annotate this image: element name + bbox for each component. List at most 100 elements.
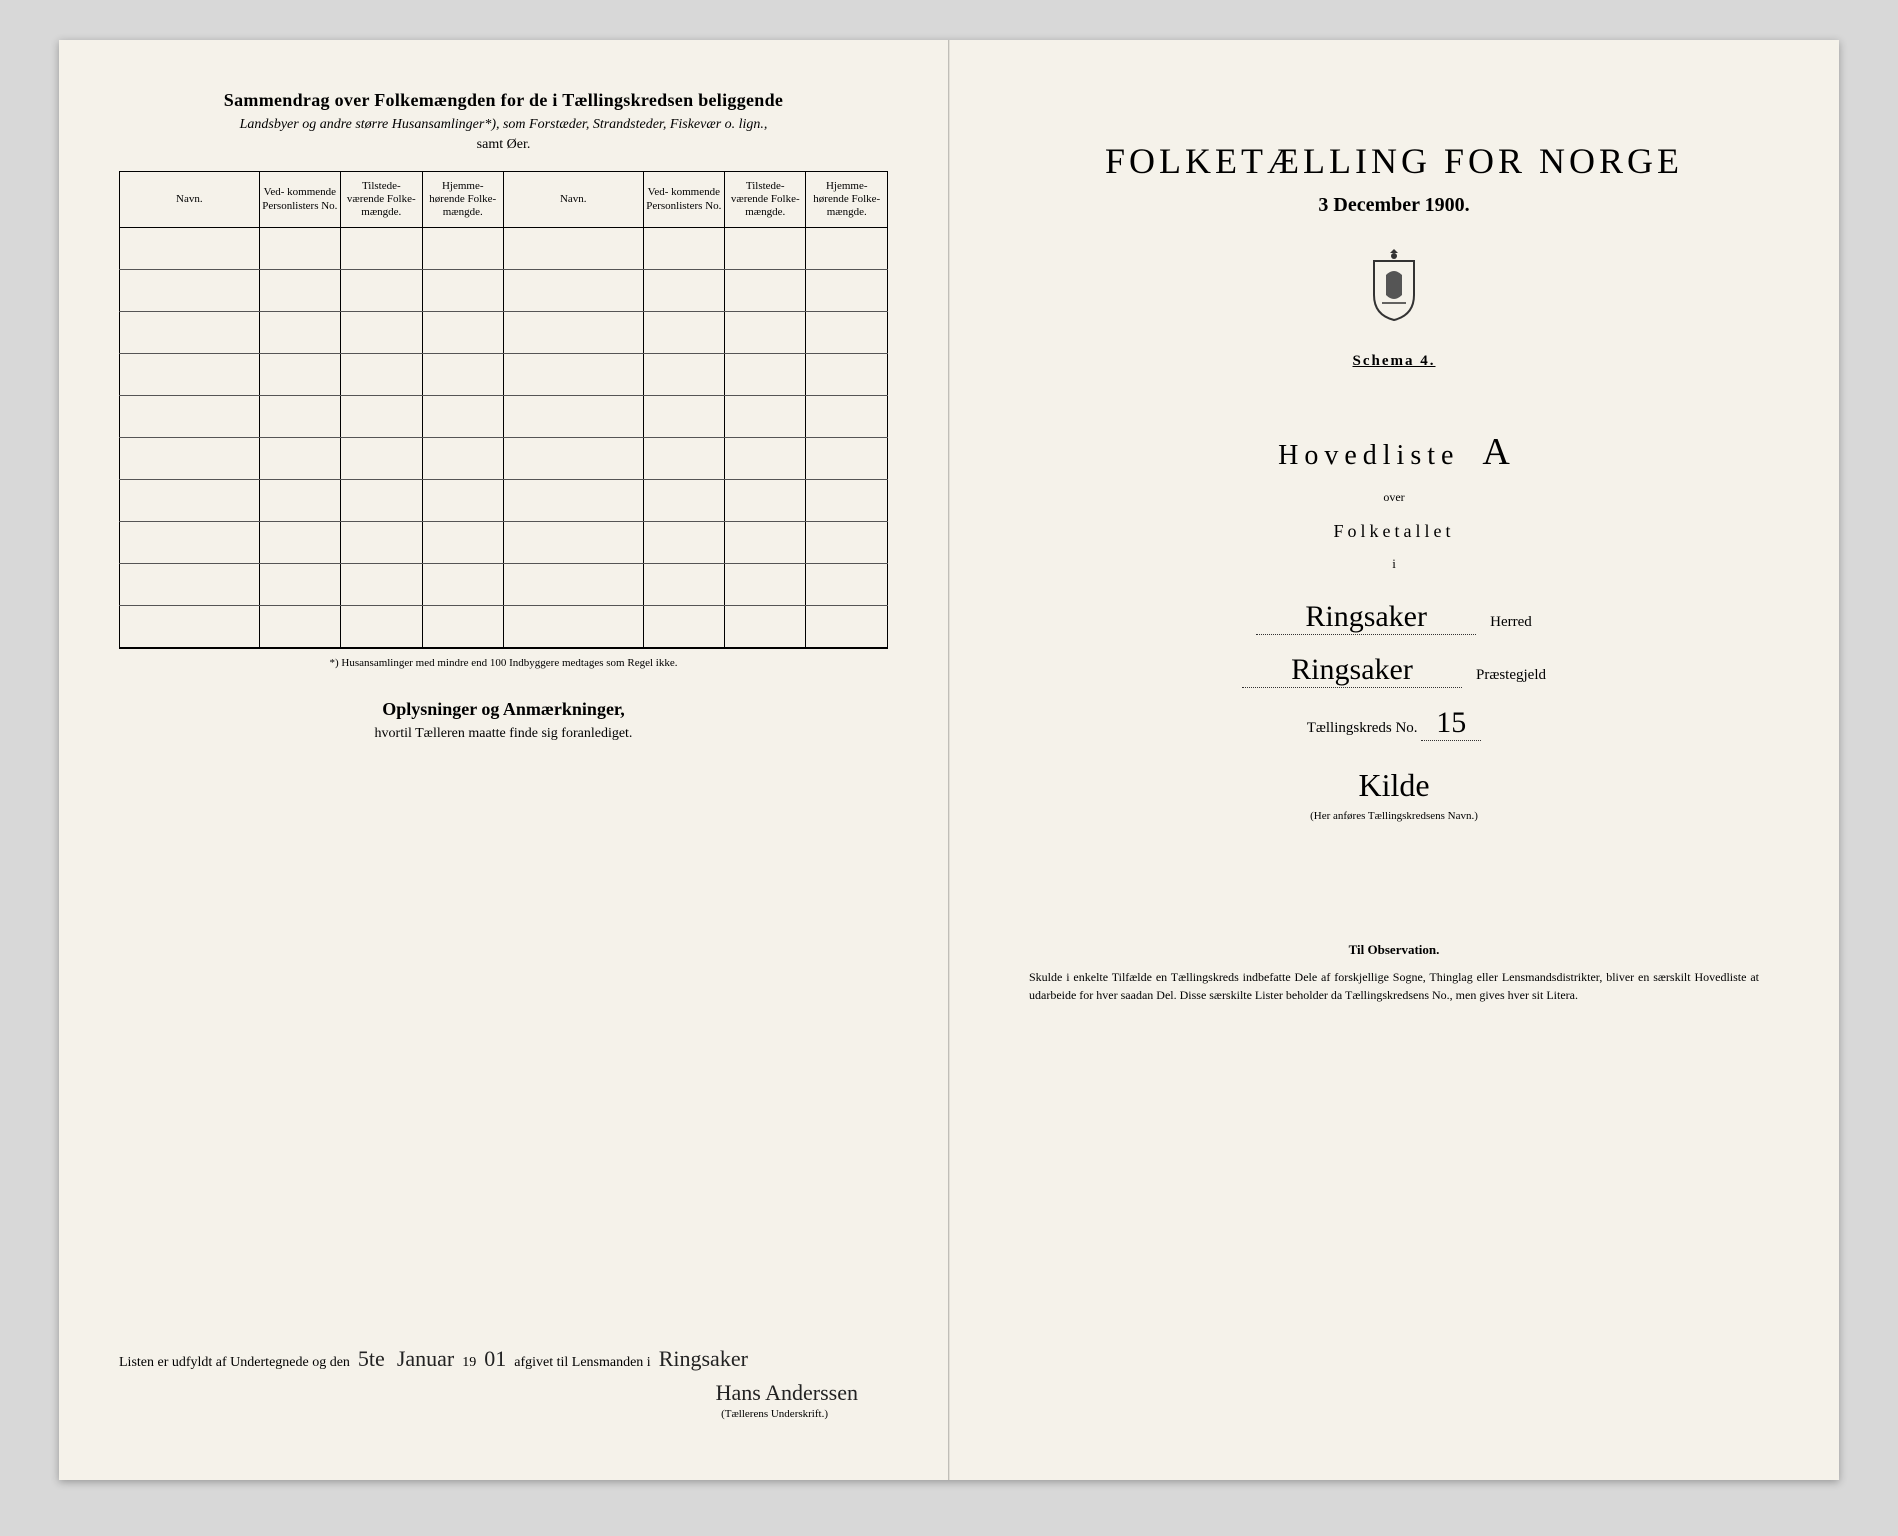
main-title: FOLKETÆLLING FOR NORGE bbox=[1009, 140, 1779, 182]
observation-title: Til Observation. bbox=[1009, 942, 1779, 958]
table-cell bbox=[806, 396, 888, 438]
table-cell bbox=[806, 354, 888, 396]
table-cell bbox=[503, 396, 643, 438]
table-cell bbox=[259, 438, 340, 480]
table-cell bbox=[341, 270, 422, 312]
table-cell bbox=[503, 354, 643, 396]
table-cell bbox=[422, 228, 503, 270]
folketallet-label: Folketallet bbox=[1009, 521, 1779, 542]
table-cell bbox=[422, 354, 503, 396]
table-cell bbox=[120, 522, 260, 564]
i-label: i bbox=[1009, 556, 1779, 572]
table-cell bbox=[341, 564, 422, 606]
col-hjemme-1: Hjemme- hørende Folke- mængde. bbox=[422, 172, 503, 228]
main-date: 3 December 1900. bbox=[1009, 194, 1779, 217]
table-cell bbox=[259, 312, 340, 354]
table-cell bbox=[120, 396, 260, 438]
table-cell bbox=[503, 438, 643, 480]
table-cell bbox=[643, 312, 724, 354]
table-cell bbox=[341, 396, 422, 438]
hovedliste-letter: A bbox=[1482, 431, 1509, 473]
table-cell bbox=[725, 270, 806, 312]
table-cell bbox=[806, 228, 888, 270]
table-cell bbox=[120, 270, 260, 312]
table-cell bbox=[259, 396, 340, 438]
kreds-caption: (Her anføres Tællingskredsens Navn.) bbox=[1009, 810, 1779, 822]
table-cell bbox=[725, 396, 806, 438]
table-cell bbox=[422, 480, 503, 522]
table-row bbox=[120, 354, 888, 396]
summary-subtitle2: samt Øer. bbox=[119, 137, 888, 153]
sig-place: Ringsaker bbox=[655, 1346, 752, 1372]
col-personlisters-1: Ved- kommende Personlisters No. bbox=[259, 172, 340, 228]
table-cell bbox=[503, 270, 643, 312]
signer-caption: (Tællerens Underskrift.) bbox=[119, 1408, 888, 1420]
table-cell bbox=[259, 522, 340, 564]
table-cell bbox=[422, 438, 503, 480]
table-cell bbox=[120, 228, 260, 270]
table-cell bbox=[643, 354, 724, 396]
table-cell bbox=[259, 606, 340, 648]
table-cell bbox=[643, 270, 724, 312]
kreds-row: Tællingskreds No. 15 bbox=[1009, 708, 1779, 741]
table-cell bbox=[503, 564, 643, 606]
table-cell bbox=[120, 606, 260, 648]
table-body bbox=[120, 228, 888, 648]
sig-afgivet: afgivet til Lensmanden i bbox=[514, 1355, 650, 1371]
table-cell bbox=[259, 228, 340, 270]
table-cell bbox=[503, 228, 643, 270]
kreds-no: 15 bbox=[1421, 708, 1481, 741]
col-navn-1: Navn. bbox=[120, 172, 260, 228]
table-cell bbox=[120, 438, 260, 480]
table-cell bbox=[341, 312, 422, 354]
table-cell bbox=[422, 312, 503, 354]
table-row bbox=[120, 228, 888, 270]
table-footnote: *) Husansamlinger med mindre end 100 Ind… bbox=[119, 657, 888, 669]
table-cell bbox=[422, 270, 503, 312]
table-cell bbox=[643, 606, 724, 648]
table-cell bbox=[503, 522, 643, 564]
table-cell bbox=[806, 522, 888, 564]
table-cell bbox=[259, 480, 340, 522]
table-cell bbox=[259, 564, 340, 606]
oplysninger-title: Oplysninger og Anmærkninger, bbox=[119, 699, 888, 720]
table-cell bbox=[643, 228, 724, 270]
observation-text: Skulde i enkelte Tilfælde en Tællingskre… bbox=[1009, 968, 1779, 1004]
table-cell bbox=[643, 396, 724, 438]
table-cell bbox=[643, 522, 724, 564]
table-cell bbox=[643, 564, 724, 606]
table-cell bbox=[259, 270, 340, 312]
table-row bbox=[120, 312, 888, 354]
table-cell bbox=[725, 606, 806, 648]
table-row bbox=[120, 438, 888, 480]
table-cell bbox=[806, 270, 888, 312]
table-cell bbox=[120, 564, 260, 606]
table-cell bbox=[422, 396, 503, 438]
sig-year-prefix: 19 bbox=[462, 1355, 476, 1371]
table-cell bbox=[725, 522, 806, 564]
table-cell bbox=[503, 312, 643, 354]
table-cell bbox=[503, 606, 643, 648]
table-cell bbox=[341, 522, 422, 564]
table-cell bbox=[806, 564, 888, 606]
table-cell bbox=[422, 606, 503, 648]
table-cell bbox=[725, 228, 806, 270]
left-page: Sammendrag over Folkemængden for de i Tæ… bbox=[59, 40, 949, 1480]
schema-label: Schema 4. bbox=[1353, 353, 1436, 370]
table-cell bbox=[806, 312, 888, 354]
table-row bbox=[120, 480, 888, 522]
table-cell bbox=[643, 480, 724, 522]
table-cell bbox=[806, 480, 888, 522]
table-row bbox=[120, 606, 888, 648]
herred-row: Ringsaker Herred bbox=[1009, 602, 1779, 635]
oplysninger-subtitle: hvortil Tælleren maatte finde sig foranl… bbox=[119, 726, 888, 742]
col-tilstede-1: Tilstede- værende Folke- mængde. bbox=[341, 172, 422, 228]
table-cell bbox=[120, 354, 260, 396]
summary-title: Sammendrag over Folkemængden for de i Tæ… bbox=[119, 90, 888, 111]
table-cell bbox=[341, 354, 422, 396]
praestegjeld-label: Præstegjeld bbox=[1476, 667, 1546, 684]
sig-prefix: Listen er udfyldt af Undertegnede og den bbox=[119, 1355, 350, 1371]
praestegjeld-row: Ringsaker Præstegjeld bbox=[1009, 655, 1779, 688]
hovedliste-title: Hovedliste A bbox=[1009, 430, 1779, 474]
signature-block: Listen er udfyldt af Undertegnede og den… bbox=[119, 1346, 888, 1420]
